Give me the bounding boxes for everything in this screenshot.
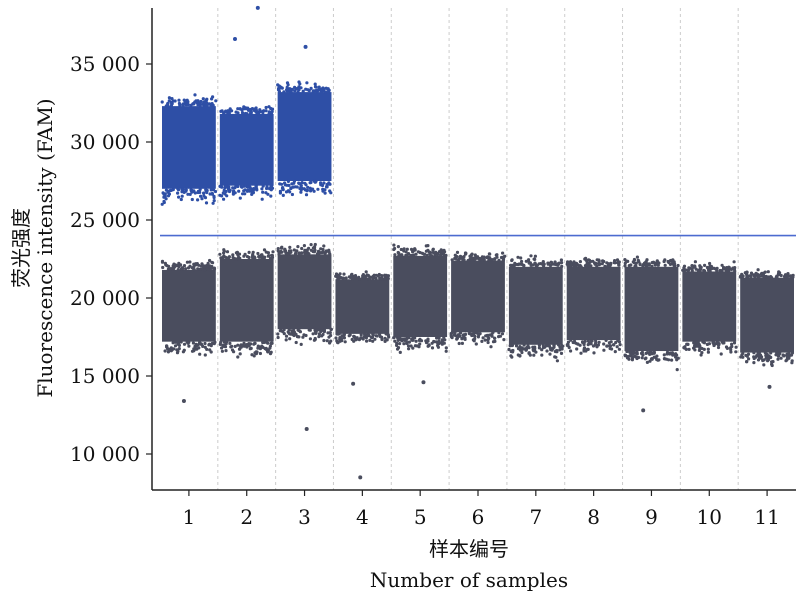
positive-cluster bbox=[162, 106, 216, 189]
y-tick-label: 15 000 bbox=[70, 364, 140, 388]
negative-cluster bbox=[219, 259, 274, 342]
positive-cluster bbox=[219, 113, 274, 186]
y-tick-label: 35 000 bbox=[70, 52, 140, 76]
negative-scatter bbox=[276, 242, 333, 346]
negative-cluster bbox=[393, 255, 448, 337]
negative-scatter bbox=[623, 255, 680, 372]
positive-scatter bbox=[276, 80, 333, 197]
outlier-point bbox=[358, 475, 363, 480]
y-axis-title: Fluorescence intensity (FAM) bbox=[33, 98, 57, 397]
x-tick-label: 8 bbox=[587, 505, 600, 529]
y-tick-label: 10 000 bbox=[70, 442, 140, 466]
y-tick-label: 30 000 bbox=[70, 130, 140, 154]
outlier-point bbox=[181, 398, 186, 403]
negative-scatter bbox=[218, 248, 275, 359]
negative-cluster bbox=[624, 266, 679, 352]
negative-cluster bbox=[277, 254, 332, 330]
outlier-point bbox=[351, 381, 356, 386]
negative-scatter bbox=[507, 254, 565, 363]
x-tick-label: 9 bbox=[645, 505, 658, 529]
outlier-point bbox=[255, 5, 260, 10]
x-tick-label: 6 bbox=[472, 505, 485, 529]
outlier-point bbox=[421, 380, 426, 385]
y-tick-label: 20 000 bbox=[70, 286, 140, 310]
x-tick-label: 3 bbox=[298, 505, 311, 529]
negative-scatter bbox=[334, 270, 391, 345]
x-tick-label: 4 bbox=[356, 505, 369, 529]
positive-scatter bbox=[160, 93, 218, 206]
x-tick-label: 5 bbox=[414, 505, 427, 529]
outlier-point bbox=[641, 408, 646, 413]
x-tick-label: 1 bbox=[183, 505, 196, 529]
positive-cluster bbox=[277, 92, 332, 181]
negative-cluster bbox=[740, 277, 794, 353]
outlier-point bbox=[303, 44, 308, 49]
outlier-point bbox=[232, 37, 237, 42]
sample-separators bbox=[217, 8, 739, 490]
x-axis-title: Number of samples bbox=[370, 568, 568, 592]
negative-cluster bbox=[451, 260, 505, 333]
negative-cluster bbox=[508, 266, 563, 345]
x-tick-label: 7 bbox=[529, 505, 542, 529]
positive-scatter bbox=[218, 105, 275, 201]
y-ticks: 10 000 15 000 20 000 25 000 30 000 35 000 bbox=[70, 52, 152, 466]
negative-cluster bbox=[566, 266, 621, 341]
x-tick-label: 11 bbox=[754, 505, 779, 529]
negative-scatter bbox=[565, 256, 622, 355]
negative-scatter bbox=[449, 250, 507, 349]
x-axis-title-zh: 样本编号 bbox=[429, 537, 509, 561]
negative-cluster bbox=[162, 269, 216, 342]
data-points bbox=[160, 5, 795, 480]
negative-cluster bbox=[335, 279, 390, 334]
outlier-point bbox=[304, 427, 309, 432]
x-ticks: 1 2 3 4 5 6 7 8 9 10 11 bbox=[183, 490, 780, 529]
x-tick-label: 10 bbox=[697, 505, 722, 529]
negative-scatter bbox=[681, 260, 738, 357]
outlier-point bbox=[767, 384, 772, 389]
negative-scatter bbox=[392, 243, 448, 354]
y-tick-label: 25 000 bbox=[70, 208, 140, 232]
negative-scatter bbox=[738, 268, 795, 368]
negative-cluster bbox=[682, 271, 737, 342]
x-tick-label: 2 bbox=[240, 505, 253, 529]
y-axis-title-zh: 荧光强度 bbox=[9, 208, 33, 288]
negative-scatter bbox=[160, 258, 217, 357]
